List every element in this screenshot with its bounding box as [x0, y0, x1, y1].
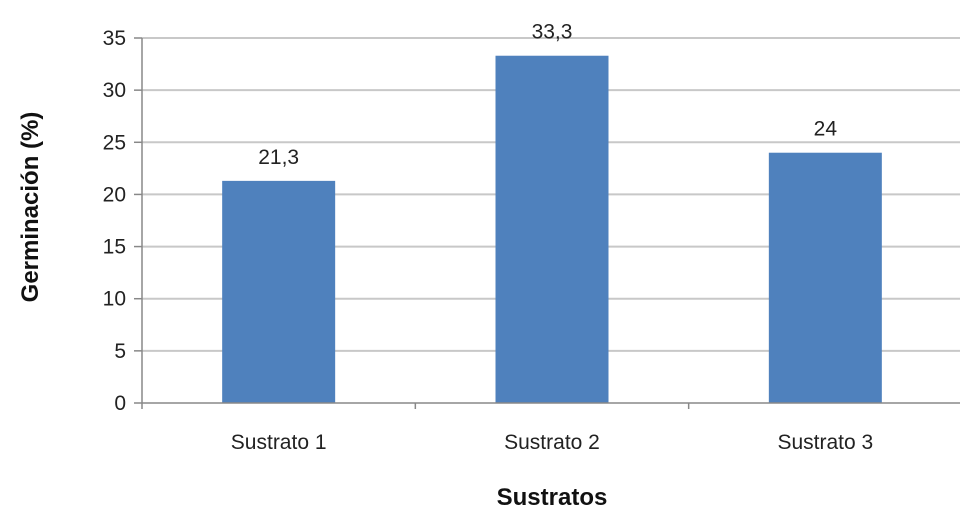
y-tick-label: 0 — [114, 392, 126, 415]
data-label: 21,3 — [258, 146, 299, 169]
y-tick-label: 20 — [103, 183, 126, 206]
data-labels: 21,3 33,3 24 — [258, 21, 837, 169]
bar-1 — [222, 180, 336, 403]
data-label: 24 — [814, 118, 838, 141]
y-axis-ticks: 0 5 10 15 20 25 30 35 — [103, 27, 142, 415]
y-tick-label: 35 — [103, 27, 126, 50]
data-label: 33,3 — [532, 21, 573, 44]
x-tick-label: Sustrato 3 — [777, 431, 873, 454]
y-tick-label: 5 — [114, 340, 126, 363]
x-axis-title: Sustratos — [497, 484, 608, 511]
x-axis-ticks: Sustrato 1 Sustrato 2 Sustrato 3 — [141, 403, 873, 454]
bar-2 — [495, 55, 609, 403]
bar-3 — [768, 152, 882, 403]
y-tick-label: 25 — [103, 131, 126, 154]
y-tick-label: 15 — [103, 236, 126, 259]
bars — [222, 55, 882, 403]
y-tick-label: 30 — [103, 79, 126, 102]
x-tick-label: Sustrato 2 — [504, 431, 600, 454]
y-axis-title: Germinación (%) — [17, 112, 44, 303]
x-tick-label: Sustrato 1 — [231, 431, 327, 454]
y-tick-label: 10 — [103, 288, 126, 311]
